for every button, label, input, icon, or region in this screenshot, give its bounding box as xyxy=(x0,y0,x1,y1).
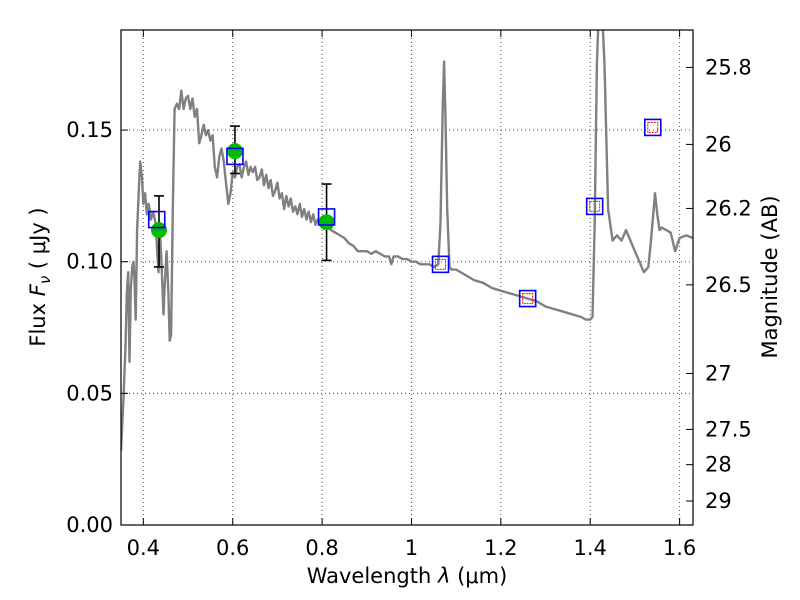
x-tick-label: 1.2 xyxy=(484,536,517,560)
nir-points xyxy=(435,121,659,305)
y-axis-ticks: 0.00 0.05 0.10 0.15 xyxy=(66,118,128,537)
x-tick-label: 1.4 xyxy=(574,536,607,560)
model-flux-square xyxy=(431,255,450,274)
x-tick-label: 0.8 xyxy=(305,536,338,560)
y-axis-label-symbol: F xyxy=(26,283,50,296)
y2-tick-label: 28 xyxy=(705,453,732,477)
y2-tick-label: 27.5 xyxy=(705,417,752,441)
nir-flux-square xyxy=(647,121,659,133)
y-tick-label: 0.05 xyxy=(66,381,113,405)
x-tick-label: 0.6 xyxy=(216,536,249,560)
model-flux-square xyxy=(147,210,166,229)
y2-tick-label: 25.8 xyxy=(705,55,752,79)
x-axis-label: Wavelength λ (μm) xyxy=(307,564,508,588)
observed-flux-point xyxy=(318,214,335,231)
error-bars xyxy=(153,125,332,268)
model-flux-square xyxy=(226,147,244,166)
template-spectrum-line xyxy=(121,30,693,452)
y2-tick-label: 29 xyxy=(705,489,732,513)
y2-tick-label: 27 xyxy=(705,361,732,385)
x-axis-ticks: 0.4 0.6 0.8 1 1.2 1.4 1.6 xyxy=(127,30,696,560)
observed-flux-point xyxy=(226,143,243,160)
x-axis-label-text: Wavelength xyxy=(307,564,432,588)
y2-tick-label: 26.2 xyxy=(705,196,752,220)
y-axis-label-unit: ( μJy ) xyxy=(26,207,50,269)
y-tick-label: 0.00 xyxy=(66,513,113,537)
y2-axis-ticks: 25.8 26 26.2 26.5 27 27.5 28 29 xyxy=(686,55,752,513)
x-tick-label: 1 xyxy=(405,536,418,560)
x-axis-label-symbol: λ xyxy=(437,564,450,588)
y2-tick-label: 26.5 xyxy=(705,273,752,297)
y-axis-label: Flux Fν ( μJy ) xyxy=(26,207,54,346)
y2-tick-label: 26 xyxy=(705,132,732,156)
model-flux-square xyxy=(585,197,604,216)
y-tick-label: 0.10 xyxy=(66,250,113,274)
nir-flux-square xyxy=(522,293,534,305)
y-axis-label-prefix: Flux xyxy=(26,303,50,347)
grid-lines xyxy=(121,30,693,525)
observed-flux-point xyxy=(150,222,167,239)
model-flux-square xyxy=(317,208,336,226)
model-flux-square xyxy=(518,289,537,308)
model-flux-square xyxy=(643,118,662,137)
x-tick-label: 1.6 xyxy=(663,536,696,560)
model-points xyxy=(147,118,662,308)
y-tick-label: 0.15 xyxy=(66,118,113,142)
x-axis-label-unit: (μm) xyxy=(457,564,507,588)
y2-axis-label: Magnitude (AB) xyxy=(758,195,782,358)
nir-flux-square xyxy=(435,258,447,270)
nir-flux-square xyxy=(589,200,601,212)
y-axis-label-subscript: ν xyxy=(36,276,54,284)
plot-frame xyxy=(120,29,694,526)
x-tick-label: 0.4 xyxy=(127,536,160,560)
plot-area xyxy=(121,30,693,452)
